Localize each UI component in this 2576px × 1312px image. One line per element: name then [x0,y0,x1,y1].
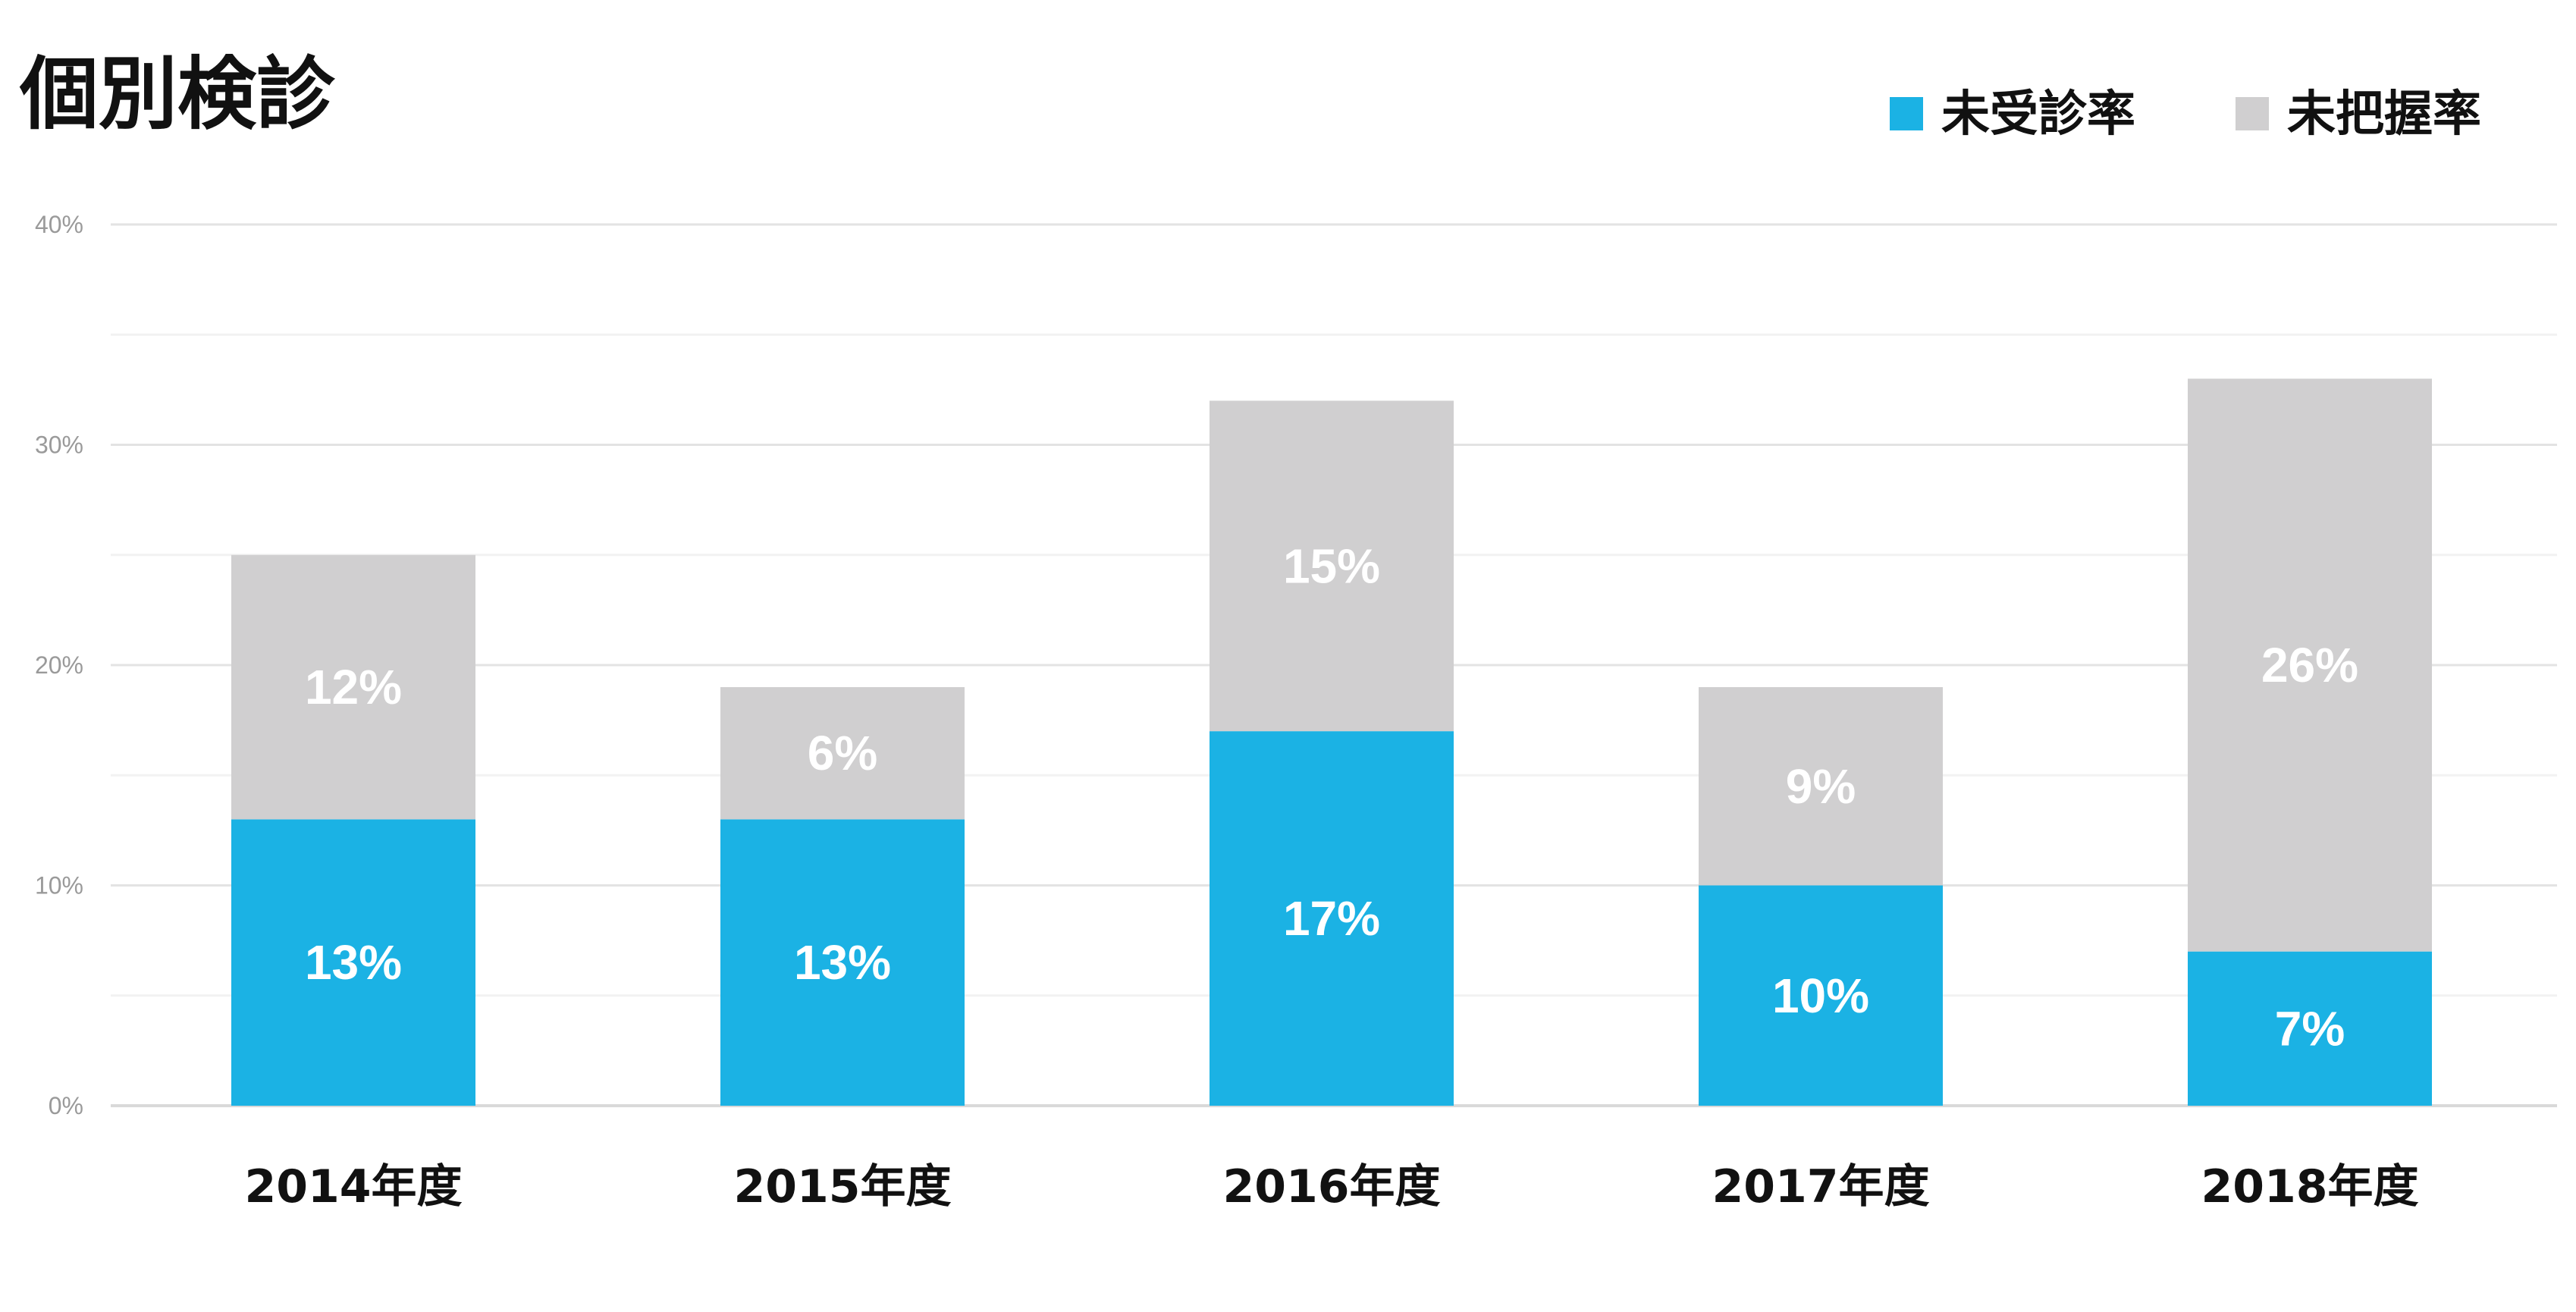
legend-label-unscreened: 未受診率 [1941,86,2135,143]
bar-segment [2188,378,2432,952]
bar-value-label: 10% [1772,968,1869,1023]
y-tick-label: 10% [35,872,83,899]
x-tick-label: 2014年度 [245,1160,463,1213]
bar-value-label: 17% [1283,891,1380,946]
x-tick-label: 2017年度 [1712,1160,1930,1213]
y-tick-label: 20% [35,651,83,679]
bar-segment [231,819,475,1106]
legend-label-unknown: 未把握率 [2287,86,2481,143]
bar-value-label: 15% [1283,538,1380,593]
bar-value-label: 9% [1786,759,1856,814]
bar-segment [1210,731,1454,1106]
bar-labels: 13% 12% 13% 6% 17% 15% 10% 9% 7% 26% [305,538,2358,1056]
bar-value-label: 12% [305,660,402,714]
bar-segment [1699,687,1943,886]
bar-value-label: 13% [305,935,402,990]
bar-value-label: 13% [794,935,891,990]
bar-segment [720,687,965,820]
bar-value-label: 26% [2261,638,2358,692]
x-tick-label: 2015年度 [734,1160,952,1213]
chart-title: 個別検診 [19,48,336,140]
x-tick-label: 2016年度 [1223,1160,1441,1213]
y-tick-label: 0% [49,1092,83,1119]
bar-segment [2188,951,2432,1106]
bar-segment [720,819,965,1106]
y-axis: 0% 10% 20% 30% 40% [35,211,83,1119]
x-axis: 2014年度 2015年度 2016年度 2017年度 2018年度 [245,1160,2419,1213]
y-tick-label: 30% [35,432,83,459]
bar-value-label: 6% [808,726,878,780]
legend: 未受診率 未把握率 [1890,86,2481,143]
bar-segment [1210,400,1454,732]
bar-segment [231,554,475,820]
legend-swatch-unknown [2236,97,2269,130]
y-tick-label: 40% [35,211,83,238]
x-tick-label: 2018年度 [2201,1160,2419,1213]
bar-value-label: 7% [2275,1001,2345,1056]
bar-segment [1699,885,1943,1106]
legend-swatch-unscreened [1890,97,1923,130]
bars [231,378,2432,1106]
